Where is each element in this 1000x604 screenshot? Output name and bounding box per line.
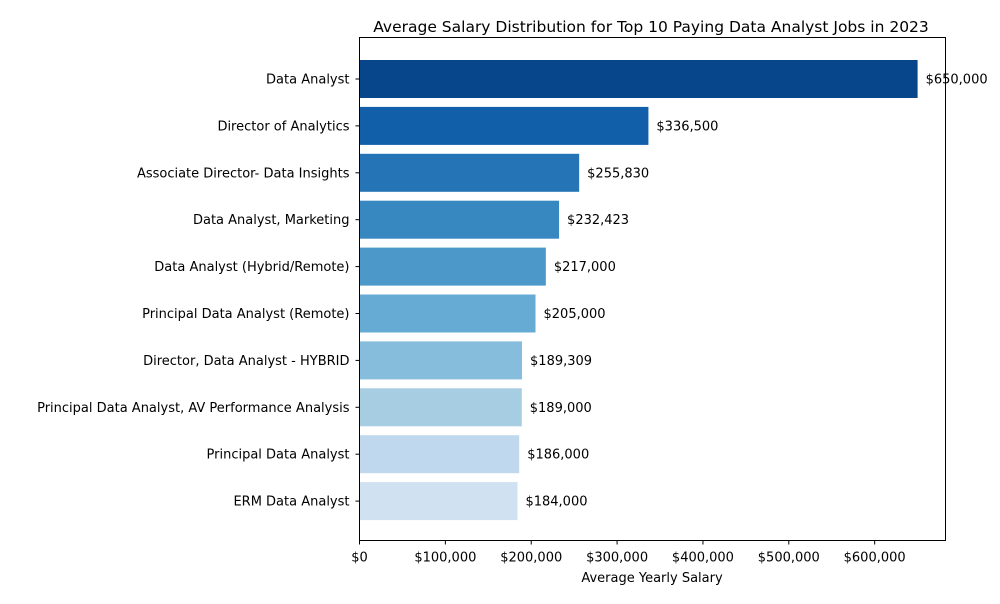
bar-value-label: $255,830 <box>587 166 649 181</box>
x-tick-label: $200,000 <box>500 551 562 566</box>
bar-value-label: $184,000 <box>525 495 587 510</box>
x-axis-label: Average Yearly Salary <box>581 571 723 586</box>
y-tick-label: Associate Director- Data Insights <box>137 166 350 181</box>
axes-layer <box>359 37 946 541</box>
y-labels-layer: Data Analyst Director of Analytics Associa… <box>37 73 360 510</box>
y-tick-label: Director, Data Analyst - HYBRID <box>143 354 349 369</box>
x-tick-label: $100,000 <box>414 551 476 566</box>
bar-value-label: $336,500 <box>656 119 718 134</box>
y-tick-label: Principal Data Analyst <box>207 448 350 463</box>
bar <box>359 200 560 239</box>
bar <box>359 341 523 380</box>
y-tick-label: Principal Data Analyst (Remote) <box>142 307 349 322</box>
bar <box>359 388 522 427</box>
y-tick-label: ERM Data Analyst <box>233 495 349 510</box>
y-tick-label: Director of Analytics <box>217 119 349 134</box>
bar <box>359 60 918 98</box>
x-tick-label: $600,000 <box>844 551 906 566</box>
bar-value-label: $189,309 <box>530 354 592 369</box>
bar-value-label: $186,000 <box>527 448 589 463</box>
value-labels-layer: $650,000 $336,500 $255,830 $232,423 $217,000… <box>525 73 987 510</box>
chart-title: Average Salary Distribution for Top 10 P… <box>373 18 929 36</box>
bar <box>359 153 580 192</box>
bar-value-label: $232,423 <box>567 213 629 228</box>
bar <box>359 294 536 333</box>
y-tick-label: Principal Data Analyst, AV Performance A… <box>37 401 350 416</box>
bar <box>359 247 546 286</box>
bar-value-label: $205,000 <box>544 307 606 322</box>
bar-value-label: $189,000 <box>530 401 592 416</box>
x-ticks-layer: $0 $100,000 $200,000 $300,000 $400,000 $500,0… <box>351 540 906 566</box>
y-tick-label: Data Analyst, Marketing <box>193 213 350 228</box>
x-tick-label: $400,000 <box>672 551 734 566</box>
x-tick-label: $300,000 <box>586 551 648 566</box>
bars-layer <box>359 60 918 521</box>
bar <box>359 435 520 474</box>
y-tick-label: Data Analyst (Hybrid/Remote) <box>154 260 349 275</box>
bar-value-label: $650,000 <box>926 73 988 88</box>
bar-value-label: $217,000 <box>554 260 616 275</box>
x-tick-label: $500,000 <box>758 551 820 566</box>
y-tick-label: Data Analyst <box>266 73 349 88</box>
bar <box>359 482 518 521</box>
bar <box>359 106 649 145</box>
x-tick-label: $0 <box>351 551 368 566</box>
